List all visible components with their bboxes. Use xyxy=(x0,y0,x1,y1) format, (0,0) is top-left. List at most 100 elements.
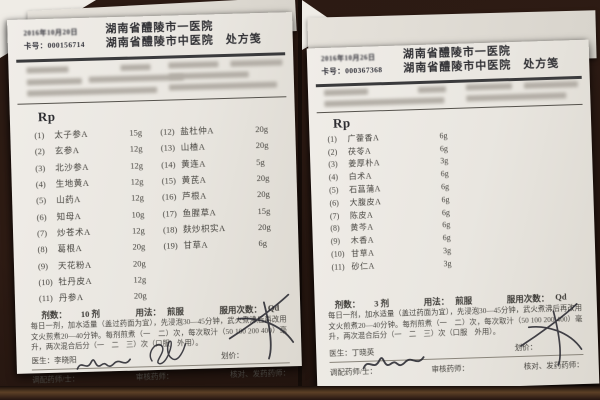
item-name: 生地黄A xyxy=(55,177,90,189)
card-label: 卡号： xyxy=(321,66,346,77)
patient-info-redacted xyxy=(323,88,369,96)
item-number: (10) xyxy=(38,276,53,288)
item-quantity: 6g xyxy=(440,182,450,192)
date-stamp: 2016年10月26日 xyxy=(320,53,376,64)
patient-info-redacted xyxy=(120,64,151,71)
dose-label: 剂数： xyxy=(334,298,361,310)
usage-value: 煎服 xyxy=(455,295,473,306)
card-number: 000156714 xyxy=(47,39,86,50)
patient-info-redacted xyxy=(27,86,158,97)
item-number: (1) xyxy=(34,130,45,141)
item-name: 黄连A xyxy=(181,158,206,169)
card-number: 000367368 xyxy=(344,65,383,76)
item-number: (4) xyxy=(328,172,339,183)
item-number: (3) xyxy=(35,162,46,174)
item-quantity: 20g xyxy=(256,189,270,200)
reviewer-label: 审核药师： xyxy=(135,371,174,382)
dispenser-label: 调配药师/士： xyxy=(32,374,80,385)
patient-info-redacted xyxy=(26,66,69,74)
item-quantity: 20g xyxy=(132,241,146,252)
signature-reviewer-icon xyxy=(149,340,187,365)
item-number: (19) xyxy=(163,240,178,251)
item-number: (1) xyxy=(327,134,337,144)
patient-info-redacted xyxy=(168,71,249,80)
item-name: 玄参A xyxy=(54,145,80,157)
item-quantity: 20g xyxy=(132,257,146,269)
item-quantity: 20g xyxy=(257,221,271,233)
item-number: (4) xyxy=(35,179,46,190)
item-quantity: 3g xyxy=(440,156,449,166)
item-number: (11) xyxy=(38,292,53,304)
item-quantity: 6g xyxy=(439,143,449,154)
medication-column: (1) 广藿香A 6g (2) 茯苓A 6g (3) 姜厚朴A 3g (4) 白… xyxy=(327,128,481,273)
patient-info-redacted xyxy=(230,59,283,67)
item-number: (8) xyxy=(37,244,48,255)
item-name: 芦根A xyxy=(181,190,207,202)
rx-item-row: (11) 丹参A 20g xyxy=(39,287,167,307)
form-title: 处方笺 xyxy=(225,32,262,46)
rp-label: Rp xyxy=(37,108,56,125)
item-quantity: 15g xyxy=(129,127,143,138)
item-quantity: 6g xyxy=(440,169,449,179)
form-title: 处方笺 xyxy=(523,57,560,71)
item-name: 炒苍术A xyxy=(56,226,91,238)
signature-dispenser-icon xyxy=(76,358,131,370)
card-number-line: 卡号：000156714 xyxy=(24,39,85,52)
signature-pricing-icon xyxy=(520,303,583,366)
item-name: 牡丹皮A xyxy=(58,275,93,287)
item-name: 太子参A xyxy=(54,128,89,140)
item-quantity: 6g xyxy=(442,220,451,230)
item-name: 丹参A xyxy=(58,292,84,303)
dose-value: 10 剂 xyxy=(80,308,101,320)
photo-seam xyxy=(298,0,302,400)
signature-dispenser-icon xyxy=(362,356,425,370)
hospital-name-2-text: 湖南省醴陵市中医院 xyxy=(403,59,512,75)
item-number: (16) xyxy=(161,191,177,203)
item-name: 砂仁A xyxy=(351,261,375,272)
item-number: (2) xyxy=(34,146,45,157)
reviewer-label: 审核药师： xyxy=(431,363,470,374)
patient-rule xyxy=(17,96,287,105)
item-name: 葛根A xyxy=(57,243,83,254)
item-number: (18) xyxy=(162,224,178,235)
item-quantity: 20g xyxy=(255,140,269,151)
item-name: 麸炒枳实A xyxy=(182,222,226,235)
item-number: (13) xyxy=(160,142,176,154)
checker-label: 核对、发药药师： xyxy=(229,368,291,379)
rp-label: Rp xyxy=(332,115,351,131)
dose-value: 3 剂 xyxy=(374,298,390,309)
item-quantity: 10g xyxy=(131,208,145,220)
usage-label: 用法： xyxy=(135,306,162,318)
doctor-name: 李晓阳 xyxy=(54,355,77,365)
item-quantity: 12g xyxy=(130,160,144,171)
item-quantity: 20g xyxy=(133,290,147,301)
item-quantity: 6g xyxy=(439,131,448,141)
item-quantity: 6g xyxy=(442,233,451,243)
item-name: 天花粉A xyxy=(57,259,92,271)
item-quantity: 15g xyxy=(257,205,271,216)
patient-info-redacted xyxy=(466,92,567,102)
item-number: (10) xyxy=(331,249,345,259)
item-name: 黄芪A xyxy=(181,174,207,186)
item-number: (5) xyxy=(36,195,47,206)
doctor-label: 医生： xyxy=(31,355,55,366)
item-quantity: 3g xyxy=(443,258,452,269)
item-quantity: 12g xyxy=(133,274,147,285)
item-quantity: 20g xyxy=(255,123,269,135)
patient-info-redacted xyxy=(523,81,579,89)
item-number: (9) xyxy=(330,236,341,247)
item-number: (2) xyxy=(327,147,338,157)
item-number: (6) xyxy=(329,198,340,208)
hospital-name-2-text: 湖南省醴陵市中医院 xyxy=(105,34,214,50)
item-quantity: 5g xyxy=(256,156,265,167)
item-quantity: 6g xyxy=(441,207,451,218)
usage-label: 用法： xyxy=(423,296,450,307)
item-name: 盐杜仲A xyxy=(180,125,215,137)
item-name: 北沙参A xyxy=(55,161,90,173)
item-quantity: 6g xyxy=(441,194,450,205)
signature-pricing-icon xyxy=(228,293,295,360)
date-stamp: 2016年10月20日 xyxy=(23,28,79,38)
item-name: 鱼腥草A xyxy=(182,206,217,218)
medication-column-1: (1) 太子参A 15g (2) 玄参A 12g (3) 北沙参A 12g (4… xyxy=(34,124,167,307)
